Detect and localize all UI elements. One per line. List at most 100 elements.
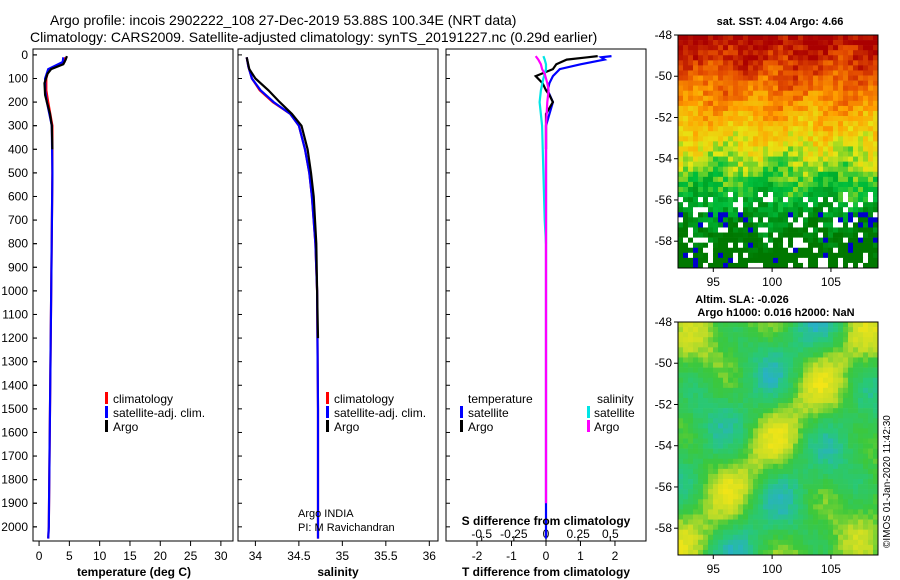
sst-cell: [763, 141, 769, 147]
sst-cell: [713, 232, 719, 238]
sla-cell: [868, 448, 874, 454]
sla-cell: [698, 519, 704, 525]
sst-cell: [738, 55, 744, 61]
sla-cell: [803, 357, 809, 363]
sst-cell: [838, 217, 844, 223]
sla-cell: [728, 327, 734, 333]
sst-cell: [803, 136, 809, 142]
sla-cell: [843, 423, 849, 429]
sst-cell: [743, 136, 749, 142]
sla-cell: [728, 342, 734, 348]
sst-cell: [848, 131, 854, 137]
sla-cell: [838, 549, 844, 556]
sla-cell: [823, 463, 829, 470]
sla-cell: [678, 499, 684, 505]
sst-cell: [768, 75, 774, 81]
sst-cell: [693, 100, 699, 107]
sst-cell: [758, 90, 764, 97]
sst-cell: [713, 80, 719, 86]
sst-cell: [853, 65, 859, 71]
sst-cell: [798, 192, 804, 198]
sst-cell: [873, 40, 879, 46]
sla-cell: [788, 494, 794, 500]
sla-cell: [783, 549, 789, 556]
sst-cell: [823, 222, 829, 228]
sst-cell: [708, 90, 714, 97]
sla-cell: [858, 509, 864, 515]
sla-cell: [808, 499, 814, 505]
sst-cell: [863, 186, 869, 193]
sla-cell: [818, 423, 824, 429]
sst-cell: [868, 156, 874, 162]
sst-cell: [783, 65, 789, 71]
sla-cell: [803, 347, 809, 353]
sla-cell: [753, 428, 759, 434]
sst-cell: [798, 50, 804, 56]
sla-cell: [848, 408, 854, 414]
sla-cell: [738, 458, 744, 465]
sst-cell: [853, 156, 859, 162]
sst-cell: [733, 217, 739, 223]
sla-cell: [743, 494, 749, 500]
sla-cell: [843, 519, 849, 525]
series-line-argo: [43, 55, 68, 150]
sla-cell: [828, 347, 834, 353]
sla-cell: [813, 448, 819, 454]
sst-cell: [813, 131, 819, 137]
sst-cell: [698, 232, 704, 238]
sla-cell: [858, 524, 864, 530]
sst-cell: [723, 166, 729, 173]
legend-satellite-swatch: [326, 406, 329, 418]
sla-cell: [833, 438, 839, 444]
sla-cell: [703, 413, 709, 419]
sla-cell: [788, 463, 794, 470]
sst-cell: [798, 171, 804, 178]
sla-cell: [723, 514, 729, 520]
sla-cell: [873, 362, 879, 368]
sst-cell: [703, 35, 709, 41]
sla-cell: [698, 463, 704, 470]
sla-cell: [793, 347, 799, 353]
sst-cell: [818, 186, 824, 193]
sla-cell: [828, 479, 834, 485]
sla-cell: [763, 534, 769, 541]
sst-cell: [808, 65, 814, 71]
sla-cell: [858, 362, 864, 368]
sla-cell: [733, 342, 739, 348]
sla-cell: [873, 397, 879, 404]
sla-cell: [868, 458, 874, 465]
sla-cell: [793, 322, 799, 328]
sla-cell: [688, 504, 694, 510]
sla-cell: [848, 519, 854, 525]
sla-cell: [718, 342, 724, 348]
legend-argo-label: Argo: [113, 420, 139, 434]
sst-cell: [748, 227, 754, 233]
sla-cell: [823, 387, 829, 394]
sla-cell: [693, 468, 699, 475]
sst-cell: [723, 80, 729, 86]
sst-cell: [793, 126, 799, 132]
sst-cell: [843, 40, 849, 46]
sst-cell: [778, 60, 784, 66]
sla-cell: [748, 453, 754, 460]
sla-cell: [863, 489, 869, 495]
sla-cell: [873, 322, 879, 328]
sla-cell: [733, 499, 739, 505]
sla-cell: [683, 322, 689, 328]
sst-cell: [768, 207, 774, 213]
sst-cell: [683, 35, 689, 41]
sst-cell: [813, 95, 819, 102]
sla-cell: [763, 362, 769, 368]
sla-cell: [743, 357, 749, 363]
sla-cell: [753, 332, 759, 338]
sst-cell: [683, 105, 689, 112]
sst-cell: [823, 60, 829, 66]
sla-cell: [763, 352, 769, 358]
sst-cell: [848, 262, 854, 269]
sla-cell: [728, 479, 734, 485]
sst-cell: [728, 252, 734, 259]
sla-cell: [693, 534, 699, 541]
sla-cell: [863, 357, 869, 363]
sst-cell: [828, 257, 834, 264]
sla-cell: [783, 489, 789, 495]
